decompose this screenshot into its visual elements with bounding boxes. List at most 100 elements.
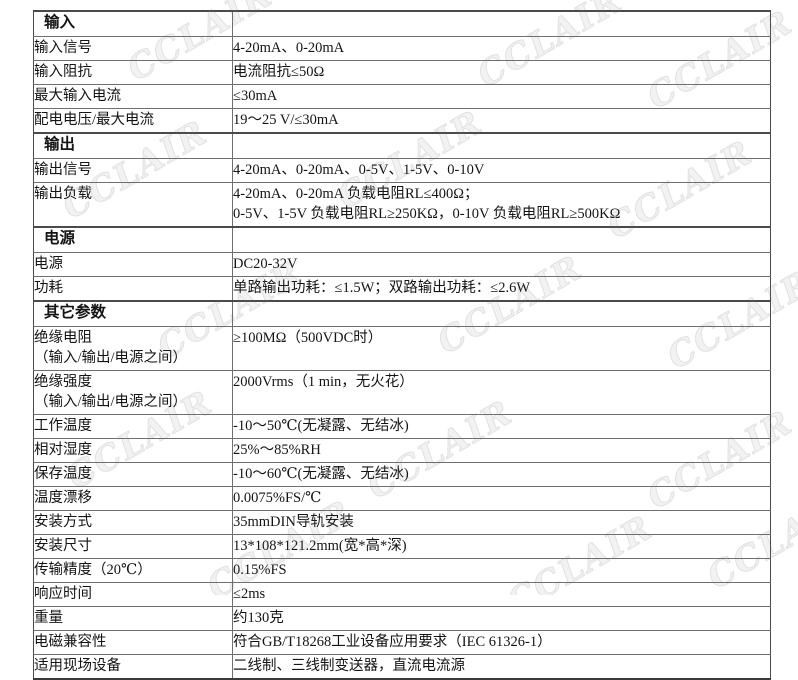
spec-label-line2: （输入/输出/电源之间） [34, 394, 188, 410]
spec-row: 工作温度 -10～50℃(无凝露、无结冰) [33, 414, 771, 439]
spec-label-cell: 输入阻抗 [33, 60, 233, 85]
section-header-row: 输入 [33, 10, 771, 37]
spec-value-line1: 符合GB/T18268工业设备应用要求（IEC 61326-1） [233, 634, 552, 650]
spec-label-line1: 传输精度（20℃） [34, 562, 152, 578]
spec-label-line1: 配电电压/最大电流 [34, 112, 155, 128]
spec-value-line1: -10～60℃(无凝露、无结冰) [233, 466, 409, 482]
spec-row: 输入信号 4-20mA、0-20mA [33, 36, 771, 61]
spec-label-cell: 重量 [33, 606, 233, 631]
spec-value-line1: 0.15%FS [233, 562, 287, 578]
section-header-row: 输出 [33, 132, 771, 159]
spec-label-cell: 适用现场设备 [33, 654, 233, 680]
spec-value-line2: 0-5V、1-5V 负载电阻RL≥250KΩ，0-10V 负载电阻RL≥500K… [233, 206, 621, 222]
section-title: 其它参数 [33, 300, 233, 327]
spec-label-cell: 安装方式 [33, 510, 233, 535]
spec-value-cell: 0.15%FS [232, 558, 771, 583]
spec-value-cell: ≤30mA [232, 84, 771, 109]
spec-value-cell: 19～25 V/≤30mA [232, 108, 771, 134]
spec-label-cell: 传输精度（20℃） [33, 558, 233, 583]
spec-value-cell: 电流阻抗≤50Ω [232, 60, 771, 85]
spec-label-line1: 绝缘强度 [34, 374, 92, 390]
spec-label-line1: 保存温度 [34, 466, 92, 482]
spec-label-cell: 输出负载 [33, 182, 233, 228]
spec-row: 保存温度 -10～60℃(无凝露、无结冰) [33, 462, 771, 487]
spec-value-line1: ≥100MΩ（500VDC时） [233, 330, 383, 346]
spec-row: 功耗 单路输出功耗：≤1.5W；双路输出功耗：≤2.6W [33, 276, 771, 302]
section-header-row: 其它参数 [33, 300, 771, 327]
spec-row: 适用现场设备 二线制、三线制变送器，直流电流源 [33, 654, 771, 680]
spec-label-line1: 最大输入电流 [34, 88, 121, 104]
spec-label-line1: 电源 [34, 256, 63, 272]
spec-value-cell: 4-20mA、0-20mA 负载电阻RL≤400Ω； 0-5V、1-5V 负载电阻… [232, 182, 771, 228]
spec-label-cell: 保存温度 [33, 462, 233, 487]
spec-value-cell: 35mmDIN导轨安装 [232, 510, 771, 535]
spec-label-cell: 安装尺寸 [33, 534, 233, 559]
spec-value-line1: 约130克 [233, 610, 284, 626]
spec-value-line1: 25%～85%RH [233, 442, 321, 458]
spec-row: 绝缘强度 （输入/输出/电源之间） 2000Vrms（1 min，无火花） [33, 370, 771, 415]
specification-table-body: 输入输入信号 4-20mA、0-20mA 输入阻抗 电流阻抗≤50Ω 最大输入电流 ≤30… [33, 10, 771, 680]
spec-value-cell: 单路输出功耗：≤1.5W；双路输出功耗：≤2.6W [232, 276, 771, 302]
spec-label-cell: 功耗 [33, 276, 233, 302]
spec-value-cell: DC20-32V [232, 252, 771, 277]
spec-value-cell: ≥100MΩ（500VDC时） [232, 326, 771, 371]
spec-label-line1: 电磁兼容性 [34, 634, 107, 650]
spec-label-cell: 输出信号 [33, 158, 233, 183]
spec-row: 相对湿度 25%～85%RH [33, 438, 771, 463]
spec-row: 输入阻抗 电流阻抗≤50Ω [33, 60, 771, 85]
spec-row: 输出信号 4-20mA、0-20mA、0-5V、1-5V、0-10V [33, 158, 771, 183]
spec-label-line1: 输出负载 [34, 186, 92, 202]
spec-value-line1: -10～50℃(无凝露、无结冰) [233, 418, 409, 434]
spec-value-line1: 4-20mA、0-20mA、0-5V、1-5V、0-10V [233, 162, 485, 178]
spec-row: 配电电压/最大电流 19～25 V/≤30mA [33, 108, 771, 134]
spec-label-cell: 配电电压/最大电流 [33, 108, 233, 134]
specification-table-container: 输入输入信号 4-20mA、0-20mA 输入阻抗 电流阻抗≤50Ω 最大输入电流 ≤30… [33, 10, 771, 680]
spec-label-cell: 电源 [33, 252, 233, 277]
spec-label-line1: 安装尺寸 [34, 538, 92, 554]
spec-value-line1: 单路输出功耗：≤1.5W；双路输出功耗：≤2.6W [233, 280, 531, 296]
spec-label-line1: 响应时间 [34, 586, 92, 602]
spec-label-line1: 功耗 [34, 280, 63, 296]
spec-label-line2: （输入/输出/电源之间） [34, 350, 188, 366]
spec-label-cell: 绝缘电阻 （输入/输出/电源之间） [33, 326, 233, 371]
section-title: 电源 [33, 226, 233, 253]
spec-label-line1: 重量 [34, 610, 63, 626]
spec-label-line1: 安装方式 [34, 514, 92, 530]
spec-label-line1: 输出信号 [34, 162, 92, 178]
spec-label-line1: 适用现场设备 [34, 658, 121, 674]
spec-value-line1: 0.0075%FS/℃ [233, 490, 322, 506]
spec-label-line1: 相对湿度 [34, 442, 92, 458]
spec-label-line1: 输入信号 [34, 40, 92, 56]
spec-value-line1: DC20-32V [233, 256, 298, 272]
spec-value-line1: 4-20mA、0-20mA [233, 40, 345, 56]
spec-label-cell: 绝缘强度 （输入/输出/电源之间） [33, 370, 233, 415]
spec-label-line1: 温度漂移 [34, 490, 92, 506]
section-header-empty-cell [232, 10, 771, 37]
spec-row: 输出负载 4-20mA、0-20mA 负载电阻RL≤400Ω； 0-5V、1-5V … [33, 182, 771, 228]
section-header-empty-cell [232, 226, 771, 253]
spec-value-cell: 2000Vrms（1 min，无火花） [232, 370, 771, 415]
section-title: 输入 [33, 10, 233, 37]
spec-value-cell: 25%～85%RH [232, 438, 771, 463]
spec-value-line1: ≤2ms [233, 586, 266, 602]
spec-value-line1: 2000Vrms（1 min，无火花） [233, 374, 414, 390]
spec-row: 温度漂移 0.0075%FS/℃ [33, 486, 771, 511]
spec-value-cell: 0.0075%FS/℃ [232, 486, 771, 511]
section-header-empty-cell [232, 300, 771, 327]
spec-value-cell: 符合GB/T18268工业设备应用要求（IEC 61326-1） [232, 630, 771, 655]
spec-label-cell: 工作温度 [33, 414, 233, 439]
spec-label-cell: 温度漂移 [33, 486, 233, 511]
spec-row: 安装尺寸 13*108*121.2mm(宽*高*深) [33, 534, 771, 559]
spec-value-cell: 4-20mA、0-20mA [232, 36, 771, 61]
section-header-row: 电源 [33, 226, 771, 253]
spec-label-cell: 输入信号 [33, 36, 233, 61]
spec-value-line1: 4-20mA、0-20mA 负载电阻RL≤400Ω； [233, 186, 479, 202]
spec-value-line1: 电流阻抗≤50Ω [233, 64, 325, 80]
spec-row: 传输精度（20℃） 0.15%FS [33, 558, 771, 583]
spec-label-line1: 输入阻抗 [34, 64, 92, 80]
spec-row: 重量 约130克 [33, 606, 771, 631]
spec-value-cell: -10～60℃(无凝露、无结冰) [232, 462, 771, 487]
spec-value-line1: 二线制、三线制变送器，直流电流源 [233, 658, 465, 674]
spec-label-line1: 绝缘电阻 [34, 330, 92, 346]
section-header-empty-cell [232, 132, 771, 159]
